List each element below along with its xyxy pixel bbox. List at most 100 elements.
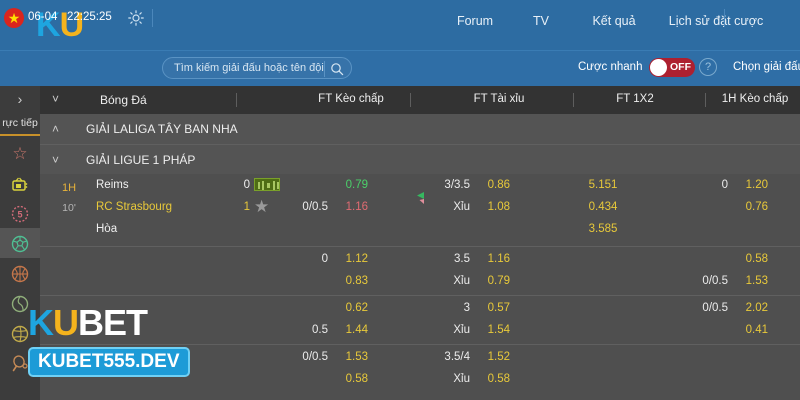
column-header-ft-1x2[interactable]: FT 1X2 bbox=[616, 93, 654, 105]
ft-handicap-odd[interactable]: 0.62 bbox=[345, 302, 368, 314]
sport-title: Bóng Đá bbox=[100, 93, 147, 107]
column-header-ft-handicap[interactable]: FT Kèo chấp bbox=[318, 93, 384, 105]
help-icon[interactable]: ? bbox=[699, 58, 717, 76]
top-navigation: Forum TV Kết quả Lịch sử đặt cược bbox=[440, 14, 776, 28]
live-pitch-icon[interactable] bbox=[254, 178, 280, 191]
logo-letter-k: K bbox=[36, 6, 61, 44]
h1-handicap-odd[interactable]: 0.41 bbox=[745, 324, 768, 336]
nav-link-tv[interactable]: TV bbox=[533, 14, 549, 28]
h1-handicap-line: 0/0.5 bbox=[702, 275, 728, 287]
sidebar-item-basketball[interactable] bbox=[0, 258, 40, 288]
ft-overunder-line: 3.5/4 bbox=[444, 351, 470, 363]
ft-1x2-away-odd[interactable]: 3.585 bbox=[588, 223, 618, 235]
logo-letter-u: U bbox=[59, 6, 85, 44]
header-divider-2 bbox=[410, 93, 411, 107]
trend-arrow-icon bbox=[417, 191, 425, 205]
row-divider bbox=[40, 144, 800, 145]
sidebar-item-pingpong[interactable] bbox=[0, 348, 40, 378]
sidebar-expand-button[interactable]: › bbox=[17, 91, 23, 107]
nav-link-bet-history[interactable]: Lịch sử đặt cược bbox=[668, 14, 764, 28]
table-tennis-icon bbox=[10, 354, 30, 374]
search-icon[interactable] bbox=[330, 62, 344, 81]
star-icon: ☆ bbox=[12, 144, 28, 163]
ft-overunder-odd-1[interactable]: 0.86 bbox=[487, 179, 510, 191]
league-row-ligue1[interactable]: ˅ GIẢI LIGUE 1 PHÁP bbox=[40, 145, 800, 175]
ft-handicap-odd-1[interactable]: 0.79 bbox=[345, 179, 368, 191]
ft-handicap-odd[interactable]: 0.58 bbox=[345, 373, 368, 385]
quickbet-toggle[interactable]: OFF bbox=[649, 58, 695, 77]
main-content: ˅ Bóng Đá FT Kèo chấp FT Tài xỉu FT 1X2 … bbox=[40, 86, 800, 400]
ft-handicap-line-2: 0/0.5 bbox=[302, 201, 328, 213]
ft-1x2-draw-odd[interactable]: 0.434 bbox=[588, 201, 618, 213]
datetime-display: 06-04 22:25:25 bbox=[28, 11, 112, 23]
sidebar-item-tennis[interactable] bbox=[0, 288, 40, 318]
row-divider bbox=[40, 295, 800, 296]
search-box[interactable]: Tìm kiếm giải đấu hoặc tên đội bbox=[162, 57, 352, 79]
ft-handicap-odd[interactable]: 1.53 bbox=[345, 351, 368, 363]
chevron-up-icon[interactable]: ˅ bbox=[52, 153, 60, 167]
h1-handicap-odd[interactable]: 1.53 bbox=[745, 275, 768, 287]
ft-handicap-odd-2[interactable]: 1.16 bbox=[345, 201, 368, 213]
h1-handicap-odd[interactable]: 0.58 bbox=[745, 253, 768, 265]
league-name-laliga: GIẢI LALIGA TÂY BAN NHA bbox=[86, 122, 238, 136]
ft-overunder-odd[interactable]: 1.54 bbox=[487, 324, 510, 336]
flag-star-glyph: ★ bbox=[7, 10, 21, 26]
tv-icon bbox=[10, 174, 30, 194]
ft-overunder-odd[interactable]: 1.16 bbox=[487, 253, 510, 265]
sidebar-item-tv[interactable] bbox=[0, 168, 40, 198]
nav-link-results[interactable]: Kết quả bbox=[592, 14, 636, 28]
sidebar-live-tab[interactable]: rực tiếp bbox=[0, 112, 40, 136]
team-home-name[interactable]: Reims bbox=[96, 179, 129, 191]
column-header-1h-handicap[interactable]: 1H Kèo chấp bbox=[721, 93, 789, 105]
toggle-knob bbox=[650, 59, 667, 76]
ft-overunder-line-2: Xỉu bbox=[453, 201, 470, 213]
odds-block-c: 0/0.5 1.53 3.5/4 1.52 0.58 Xỉu 0.58 bbox=[40, 345, 800, 400]
sidebar-item-favorites[interactable]: ☆ bbox=[0, 138, 40, 168]
chevron-down-icon[interactable]: ˄ bbox=[52, 122, 60, 136]
h1-handicap-odd-2[interactable]: 0.76 bbox=[745, 201, 768, 213]
score-home: 0 bbox=[243, 179, 250, 191]
h1-handicap-line-1: 0 bbox=[721, 179, 728, 191]
column-header-ft-overunder[interactable]: FT Tài xỉu bbox=[473, 93, 525, 105]
ft-handicap-odd[interactable]: 1.12 bbox=[345, 253, 368, 265]
site-logo[interactable]: KU bbox=[36, 4, 85, 46]
sidebar-item-badge5[interactable]: 5 bbox=[0, 198, 40, 228]
volleyball-icon bbox=[10, 324, 30, 344]
ft-overunder-line: Xỉu bbox=[453, 275, 470, 287]
ft-overunder-odd[interactable]: 0.79 bbox=[487, 275, 510, 287]
theme-sun-icon[interactable] bbox=[128, 10, 144, 26]
h1-handicap-odd-1[interactable]: 1.20 bbox=[745, 179, 768, 191]
tennis-icon bbox=[10, 294, 30, 314]
team-away-name[interactable]: RC Strasbourg bbox=[96, 201, 173, 213]
favorite-star-icon[interactable]: ★ bbox=[254, 197, 270, 216]
h1-handicap-odd[interactable]: 2.02 bbox=[745, 302, 768, 314]
subbar-divider-2 bbox=[724, 9, 725, 27]
ft-overunder-line: 3.5 bbox=[454, 253, 470, 265]
ft-overunder-odd[interactable]: 0.57 bbox=[487, 302, 510, 314]
ft-handicap-line: 0/0.5 bbox=[302, 351, 328, 363]
ft-1x2-home-odd[interactable]: 5.151 bbox=[588, 179, 618, 191]
odds-block-b: 0.62 3 0.57 0/0.5 2.02 0.5 1.44 Xỉu 1.54… bbox=[40, 296, 800, 344]
sidebar-item-football[interactable] bbox=[0, 228, 40, 258]
match-period: 1H bbox=[61, 182, 77, 194]
chevron-up-icon[interactable]: ˅ bbox=[52, 92, 60, 106]
quickbet-label: Cược nhanh bbox=[578, 61, 643, 73]
league-row-laliga[interactable]: ˄ GIẢI LALIGA TÂY BAN NHA bbox=[40, 114, 800, 144]
svg-text:5: 5 bbox=[17, 210, 22, 220]
search-placeholder-text: Tìm kiếm giải đấu hoặc tên đội bbox=[174, 62, 324, 74]
draw-label: Hòa bbox=[96, 223, 118, 235]
ft-handicap-odd[interactable]: 1.44 bbox=[345, 324, 368, 336]
nav-link-forum[interactable]: Forum bbox=[456, 14, 494, 28]
choose-league-button[interactable]: Chọn giải đấu bbox=[733, 61, 800, 73]
league-name-ligue1: GIẢI LIGUE 1 PHÁP bbox=[86, 153, 196, 167]
left-sidebar: › rực tiếp ☆ 5 bbox=[0, 86, 40, 400]
ft-overunder-line: 3 bbox=[463, 302, 470, 314]
ft-overunder-odd-2[interactable]: 1.08 bbox=[487, 201, 510, 213]
ft-overunder-odd[interactable]: 1.52 bbox=[487, 351, 510, 363]
sidebar-item-volleyball[interactable] bbox=[0, 318, 40, 348]
ft-handicap-line: 0.5 bbox=[312, 324, 328, 336]
row-divider bbox=[40, 344, 800, 345]
ft-overunder-odd[interactable]: 0.58 bbox=[487, 373, 510, 385]
ft-handicap-odd[interactable]: 0.83 bbox=[345, 275, 368, 287]
toggle-state-label: OFF bbox=[670, 61, 691, 73]
